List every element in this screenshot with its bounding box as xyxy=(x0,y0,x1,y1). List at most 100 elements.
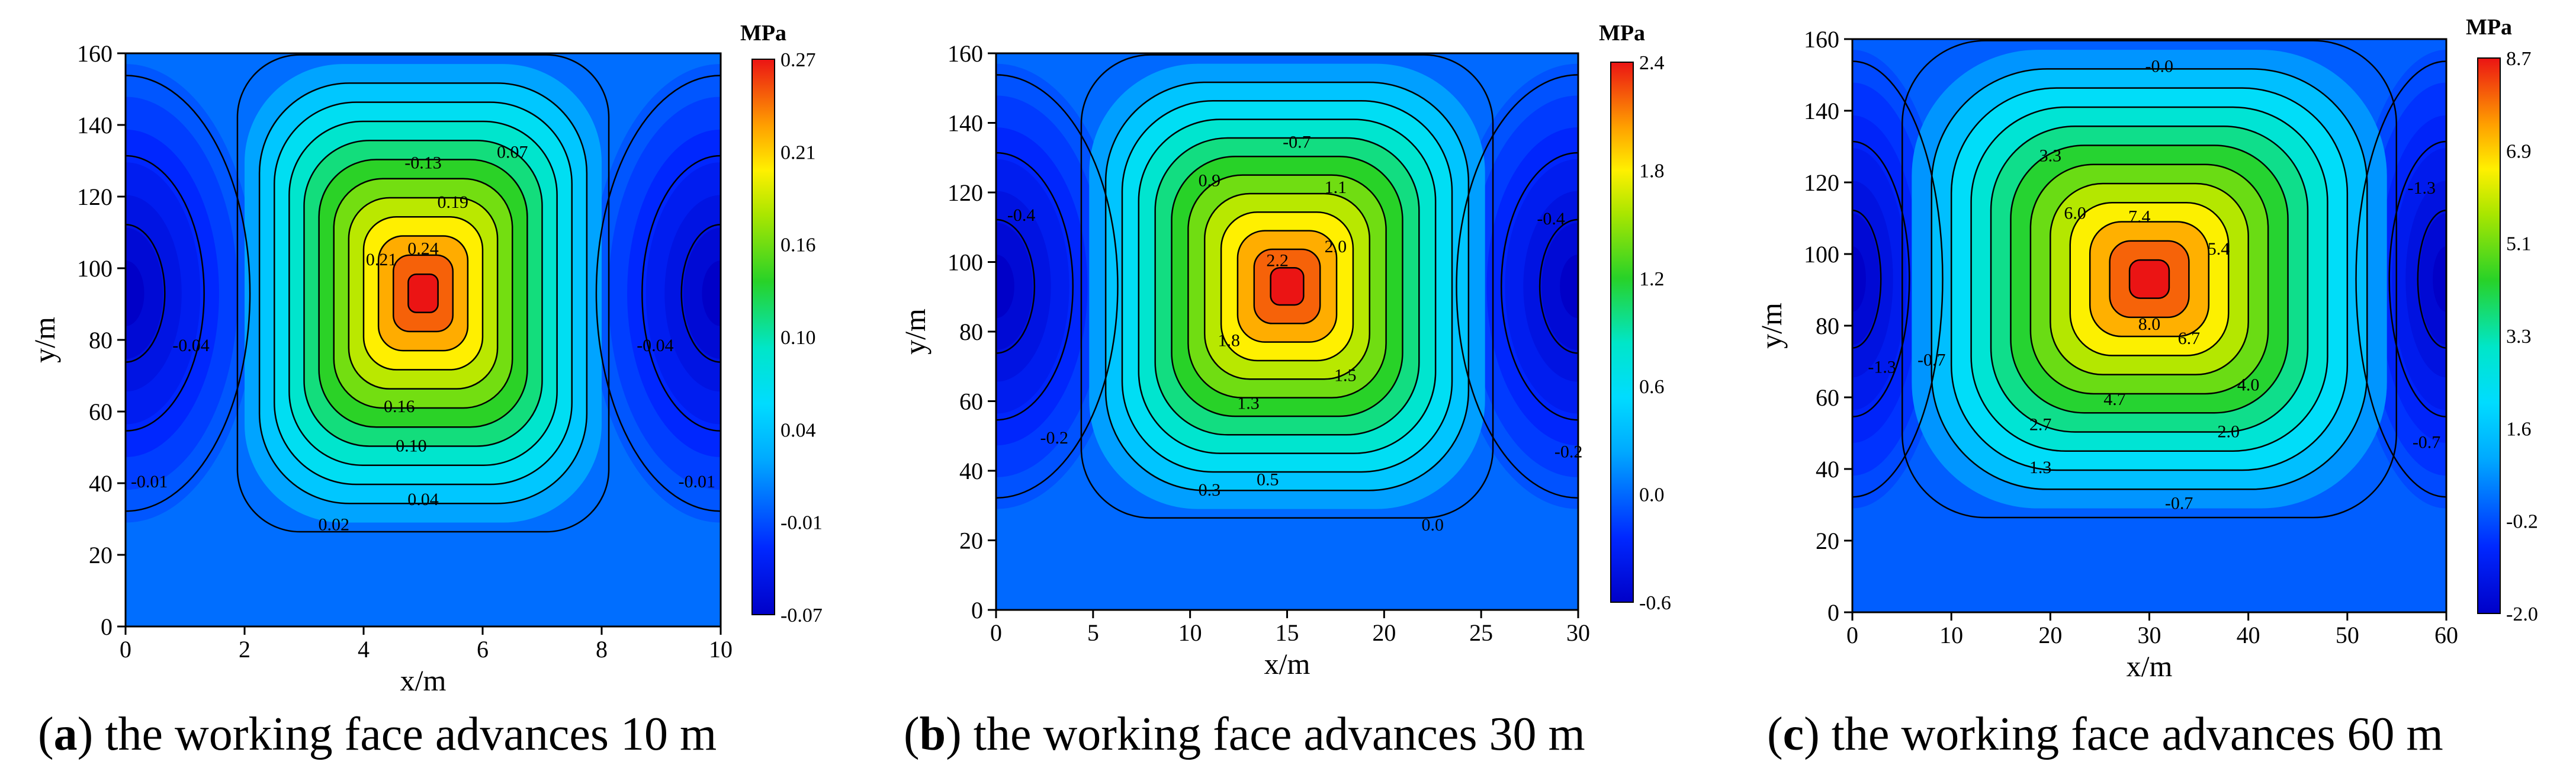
y-tick-label: 120 xyxy=(77,184,113,210)
colorbar-tick-label: 1.2 xyxy=(1639,268,1665,290)
contour-label: -0.04 xyxy=(637,336,674,355)
x-tick-label: 10 xyxy=(1178,619,1202,646)
x-tick-label: 2 xyxy=(239,636,250,663)
peak-band xyxy=(408,274,438,313)
caption-c: (c) the working face advances 60 m xyxy=(1767,708,2443,760)
x-tick-label: 30 xyxy=(1566,619,1590,646)
contour-line xyxy=(2128,259,2170,299)
contour-line xyxy=(236,54,610,533)
contour-line xyxy=(377,235,469,352)
contour-line xyxy=(1220,211,1354,362)
contour-label: -0.7 xyxy=(2413,433,2441,452)
y-tick-label: 100 xyxy=(1804,241,1839,268)
y-tick-label: 0 xyxy=(1827,599,1839,626)
contour-label: 6.0 xyxy=(2064,203,2086,223)
contour-line xyxy=(1852,140,1910,417)
contour-label: -0.04 xyxy=(172,336,210,355)
colorbar-tick-label: 3.3 xyxy=(2506,326,2532,348)
contour-line xyxy=(333,178,513,409)
trough-band xyxy=(126,261,144,326)
contour-line xyxy=(2010,144,2289,414)
contour-label: -1.3 xyxy=(1868,357,1896,377)
x-tick-label: 0 xyxy=(990,619,1002,646)
contour-line xyxy=(303,139,543,447)
colorbar: 0.27 0.21 0.16 0.10 0.04 -0.01 -0.07 MPa xyxy=(740,21,823,626)
trough-band xyxy=(996,254,1014,319)
contour-line xyxy=(258,82,588,505)
x-axis-label: x/m xyxy=(1264,647,1311,680)
contour-line xyxy=(1104,81,1470,491)
contour-label: 1.1 xyxy=(1325,178,1347,197)
y-tick-label: 20 xyxy=(1816,528,1839,554)
contour-label: 0.19 xyxy=(438,192,469,212)
trough-band xyxy=(702,261,721,326)
contour-label: -0.2 xyxy=(1040,428,1069,448)
contour-field xyxy=(1852,39,2446,612)
y-tick-label: 40 xyxy=(1816,456,1839,483)
contour-field xyxy=(996,53,1578,610)
panel-b: 2.2 2.0 1.8 1.5 1.3 1.1 0.9 -0.7 0.5 0.3 0.0 -0.4 -0… xyxy=(898,21,1671,680)
contour-label: -0.01 xyxy=(131,472,168,491)
contour-line xyxy=(1852,60,1944,498)
y-tick-label: 140 xyxy=(947,110,983,137)
x-tick-label: 6 xyxy=(477,636,489,663)
contour-label: 0.07 xyxy=(497,142,528,162)
contour-label: 2.7 xyxy=(2029,415,2052,434)
caption-a: (a) the working face advances 10 m xyxy=(38,708,717,760)
colorbar-tick-label: 6.9 xyxy=(2506,140,2532,162)
contour-line xyxy=(1270,267,1305,306)
y-tick-label: 20 xyxy=(959,528,983,554)
contour-label: -0.7 xyxy=(2165,493,2193,513)
colorbar-tick-label: 0.27 xyxy=(780,49,816,71)
y-tick-label: 160 xyxy=(77,40,113,67)
contour-line xyxy=(1990,125,2309,433)
contour-label: -0.13 xyxy=(404,153,442,172)
contour-label: 1.3 xyxy=(1237,393,1260,413)
y-axis-label: y/m xyxy=(28,317,61,363)
x-tick-label: 5 xyxy=(1087,619,1099,646)
contour-label: 0.24 xyxy=(407,239,439,259)
caption-b: (b) the working face advances 30 m xyxy=(904,708,1585,760)
contour-label: -0.01 xyxy=(679,472,716,491)
x-tick-label: 0 xyxy=(1846,622,1858,648)
y-tick-label: 80 xyxy=(1816,313,1839,339)
contour-line xyxy=(318,159,528,428)
colorbar-tick-label: 0.04 xyxy=(780,419,816,441)
y-tick-label: 20 xyxy=(89,542,113,568)
y-tick-label: 80 xyxy=(959,319,983,345)
contour-label: 0.04 xyxy=(407,490,439,509)
contour-line xyxy=(1950,87,2349,471)
colorbar-tick-label: 2.4 xyxy=(1639,52,1665,74)
y-tick-label: 100 xyxy=(77,255,113,282)
contour-line xyxy=(1902,40,2397,519)
contour-line xyxy=(126,223,166,363)
colorbar-gradient xyxy=(751,59,775,615)
contour-label: 2.0 xyxy=(2217,422,2240,441)
contour-line xyxy=(1931,68,2368,490)
contour-line xyxy=(680,223,721,363)
y-tick-label: 40 xyxy=(959,458,983,484)
contour-label: -0.4 xyxy=(1007,205,1036,225)
contour-label: 0.21 xyxy=(366,250,397,269)
caption-a-letter: a xyxy=(53,708,78,760)
contour-label: 0.10 xyxy=(396,436,427,455)
contour-line xyxy=(274,101,573,486)
contour-label: -0.7 xyxy=(1283,133,1311,152)
contour-line xyxy=(1121,100,1453,473)
contour-label: 8.0 xyxy=(2138,314,2161,334)
trough-band xyxy=(1560,254,1578,319)
y-tick-label: 0 xyxy=(101,613,113,640)
colorbar-unit: MPa xyxy=(2466,15,2512,40)
contour-label: 4.0 xyxy=(2237,375,2260,395)
contour-line xyxy=(1970,106,2328,452)
contour-label: 3.3 xyxy=(2039,146,2062,166)
colorbar: 2.4 1.8 1.2 0.6 0.0 -0.6 MPa xyxy=(1599,21,1671,614)
x-tick-label: 30 xyxy=(2138,622,2161,648)
x-axis-label: x/m xyxy=(2127,650,2173,683)
y-tick-label: 160 xyxy=(947,40,983,67)
colorbar-tick-label: 0.16 xyxy=(780,234,816,256)
contour-line xyxy=(1253,248,1321,324)
contour-line xyxy=(348,197,499,390)
colorbar-tick-label: 0.21 xyxy=(780,142,816,163)
